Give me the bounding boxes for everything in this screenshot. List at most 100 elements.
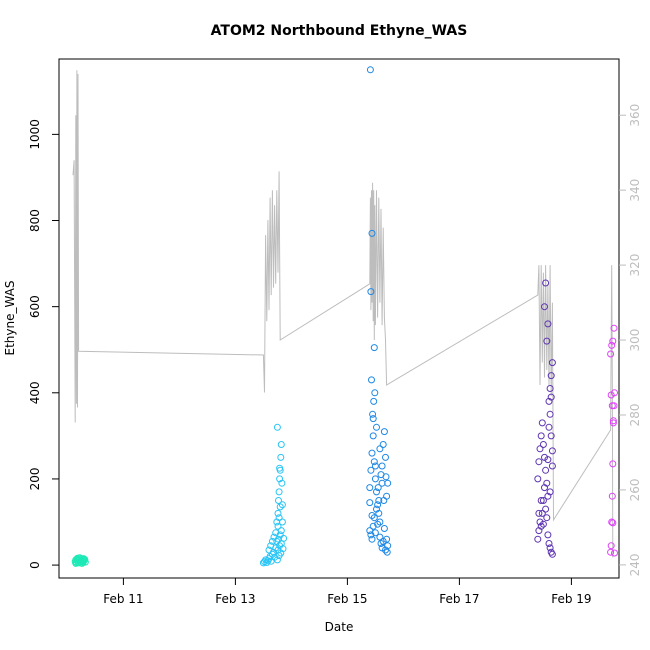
data-point — [548, 359, 556, 367]
y2-tick-label: 360 — [628, 104, 642, 127]
data-point — [610, 324, 618, 332]
data-point — [366, 484, 374, 492]
data-point — [273, 556, 281, 564]
chart-title: ATOM2 Northbound Ethyne_WAS — [211, 23, 468, 39]
data-point — [370, 458, 378, 466]
x-axis: Feb 11 Feb 13 Feb 15 Feb 17 Feb 19 — [103, 578, 592, 606]
plot-frame — [58, 58, 620, 579]
data-point — [371, 529, 379, 537]
data-point — [542, 505, 550, 513]
data-point — [544, 456, 552, 464]
data-point — [382, 473, 390, 481]
data-point — [543, 337, 551, 345]
data-point — [376, 445, 384, 453]
data-point — [270, 533, 278, 541]
y2-tick-label: 240 — [628, 553, 642, 576]
data-point — [543, 514, 551, 522]
data-point — [383, 492, 391, 500]
data-point — [377, 540, 385, 547]
y2-tick-label: 280 — [628, 404, 642, 427]
data-point — [609, 419, 617, 427]
data-point — [276, 503, 284, 511]
data-point — [380, 428, 388, 436]
data-point — [535, 458, 543, 466]
data-point — [539, 441, 547, 448]
data-point — [543, 479, 551, 487]
y-tick-label: 200 — [28, 467, 42, 490]
data-point — [375, 509, 383, 517]
data-point — [279, 545, 287, 553]
data-point — [609, 417, 617, 425]
data-point — [611, 549, 618, 557]
data-point — [541, 303, 548, 311]
data-point — [369, 432, 377, 440]
data-point — [542, 466, 550, 474]
data-point — [382, 546, 389, 554]
y2-tick-label: 320 — [628, 254, 642, 277]
data-point — [277, 441, 285, 448]
data-point — [538, 509, 546, 517]
right-axis: 240 260 280 300 320 340 360 — [619, 104, 642, 576]
data-point — [275, 514, 283, 522]
x-tick-label: Feb 13 — [215, 592, 255, 606]
data-point — [277, 549, 285, 557]
data-point — [607, 542, 615, 550]
data-point — [534, 535, 542, 543]
y-tick-label: 0 — [28, 561, 42, 569]
data-point — [371, 475, 379, 483]
x-tick-label: Feb 15 — [327, 592, 367, 606]
data-point — [374, 501, 382, 509]
data-point — [537, 497, 545, 504]
data-point — [544, 320, 552, 328]
data-point — [607, 391, 615, 399]
y2-tick-label: 340 — [628, 179, 642, 202]
data-point — [376, 518, 384, 526]
data-point — [538, 419, 546, 427]
data-point — [367, 288, 375, 296]
data-point — [369, 410, 377, 418]
line-series — [72, 70, 614, 558]
y-tick-label: 800 — [28, 209, 42, 232]
data-point — [545, 397, 553, 405]
data-point — [546, 488, 554, 496]
data-point — [276, 464, 284, 472]
data-point — [266, 553, 274, 560]
data-point — [536, 445, 544, 453]
data-point — [547, 393, 555, 401]
data-point — [371, 389, 379, 397]
data-point — [275, 488, 283, 496]
data-point — [275, 497, 282, 504]
data-point — [376, 533, 384, 541]
data-point — [366, 499, 374, 507]
data-point — [539, 497, 547, 504]
y2-tick-label: 260 — [628, 478, 642, 501]
data-point — [607, 350, 615, 358]
data-point — [370, 397, 378, 405]
data-point — [535, 509, 543, 517]
y-axis: 0 200 400 600 800 1000 — [28, 119, 59, 569]
data-point — [548, 447, 556, 455]
data-point — [537, 432, 545, 440]
y-axis-label: Ethyne_WAS — [3, 280, 17, 355]
data-point — [544, 492, 552, 500]
y-tick-label: 400 — [28, 381, 42, 404]
data-point — [274, 522, 282, 530]
data-point — [263, 559, 271, 566]
data-point — [81, 558, 89, 566]
data-point — [542, 279, 550, 287]
data-point — [382, 453, 389, 461]
data-point — [373, 488, 380, 496]
data-point — [371, 462, 379, 470]
data-point — [374, 520, 382, 528]
data-point — [383, 535, 391, 543]
data-point — [546, 385, 554, 392]
data-point — [274, 509, 282, 517]
data-point — [378, 462, 386, 470]
data-point — [268, 537, 276, 545]
data-point — [384, 542, 392, 550]
data-point — [374, 484, 382, 492]
data-point — [369, 522, 377, 530]
data-point — [379, 441, 387, 448]
data-point — [548, 462, 556, 470]
